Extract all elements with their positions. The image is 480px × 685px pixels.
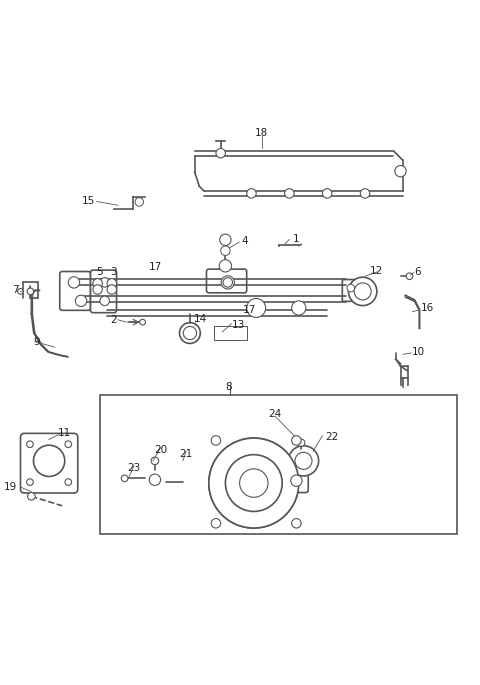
FancyBboxPatch shape bbox=[285, 469, 308, 493]
FancyBboxPatch shape bbox=[21, 434, 78, 493]
Circle shape bbox=[395, 166, 406, 177]
Circle shape bbox=[219, 260, 231, 272]
Circle shape bbox=[93, 279, 102, 288]
Circle shape bbox=[348, 277, 377, 306]
Circle shape bbox=[225, 454, 283, 512]
Text: 19: 19 bbox=[4, 482, 17, 492]
Circle shape bbox=[291, 475, 302, 486]
Text: 18: 18 bbox=[255, 128, 268, 138]
Circle shape bbox=[285, 188, 294, 198]
Circle shape bbox=[107, 279, 117, 288]
Text: 14: 14 bbox=[194, 314, 207, 324]
Text: 12: 12 bbox=[370, 266, 384, 275]
Text: 13: 13 bbox=[231, 319, 245, 329]
Text: 16: 16 bbox=[421, 303, 434, 314]
Circle shape bbox=[209, 438, 299, 528]
Circle shape bbox=[26, 441, 33, 447]
Circle shape bbox=[297, 439, 305, 447]
Circle shape bbox=[211, 519, 221, 528]
Text: 17: 17 bbox=[243, 306, 256, 315]
Circle shape bbox=[27, 288, 34, 295]
Circle shape bbox=[27, 493, 35, 500]
Circle shape bbox=[107, 285, 117, 295]
Circle shape bbox=[18, 288, 24, 295]
Circle shape bbox=[406, 273, 413, 279]
Circle shape bbox=[247, 188, 256, 198]
Circle shape bbox=[226, 455, 282, 512]
Circle shape bbox=[216, 149, 226, 158]
Circle shape bbox=[288, 446, 319, 476]
Circle shape bbox=[100, 296, 109, 306]
Circle shape bbox=[34, 445, 65, 477]
Text: 9: 9 bbox=[34, 338, 40, 347]
Circle shape bbox=[221, 246, 230, 256]
Circle shape bbox=[180, 323, 200, 343]
FancyBboxPatch shape bbox=[91, 270, 117, 312]
Circle shape bbox=[347, 284, 355, 292]
Circle shape bbox=[292, 436, 301, 445]
Circle shape bbox=[247, 299, 265, 317]
Circle shape bbox=[93, 285, 102, 295]
Bar bbox=[100, 395, 457, 534]
Circle shape bbox=[354, 283, 371, 300]
Text: 5: 5 bbox=[96, 266, 103, 277]
FancyBboxPatch shape bbox=[278, 473, 324, 485]
Text: 3: 3 bbox=[110, 266, 117, 277]
Text: 2: 2 bbox=[110, 315, 117, 325]
Circle shape bbox=[360, 188, 370, 198]
Circle shape bbox=[292, 301, 306, 315]
Circle shape bbox=[65, 441, 72, 447]
FancyBboxPatch shape bbox=[143, 468, 168, 497]
Text: 7: 7 bbox=[12, 286, 19, 295]
Text: 4: 4 bbox=[241, 236, 248, 246]
Circle shape bbox=[223, 277, 232, 287]
Circle shape bbox=[151, 457, 159, 464]
Text: 8: 8 bbox=[225, 382, 231, 393]
Text: 24: 24 bbox=[268, 410, 282, 419]
Circle shape bbox=[292, 519, 301, 528]
Circle shape bbox=[149, 474, 161, 486]
Circle shape bbox=[140, 319, 145, 325]
Circle shape bbox=[295, 452, 312, 469]
Text: 22: 22 bbox=[325, 432, 338, 442]
Text: 23: 23 bbox=[128, 463, 141, 473]
FancyBboxPatch shape bbox=[179, 476, 192, 488]
Text: 11: 11 bbox=[58, 428, 71, 438]
Circle shape bbox=[68, 277, 80, 288]
Text: 20: 20 bbox=[154, 445, 167, 456]
Text: 21: 21 bbox=[180, 449, 193, 459]
Circle shape bbox=[323, 188, 332, 198]
Circle shape bbox=[135, 198, 144, 206]
Circle shape bbox=[240, 469, 268, 497]
Circle shape bbox=[183, 327, 196, 340]
Circle shape bbox=[26, 479, 33, 486]
Circle shape bbox=[121, 475, 128, 482]
Circle shape bbox=[238, 467, 270, 499]
FancyBboxPatch shape bbox=[206, 269, 247, 292]
FancyBboxPatch shape bbox=[60, 271, 91, 310]
Bar bbox=[214, 326, 247, 340]
Circle shape bbox=[75, 295, 87, 306]
Text: 10: 10 bbox=[411, 347, 424, 357]
Circle shape bbox=[209, 438, 299, 528]
Text: 1: 1 bbox=[293, 234, 300, 245]
Circle shape bbox=[65, 479, 72, 486]
Text: 15: 15 bbox=[82, 195, 95, 206]
Text: 17: 17 bbox=[149, 262, 162, 272]
FancyBboxPatch shape bbox=[209, 431, 311, 533]
Circle shape bbox=[220, 234, 231, 245]
Text: 6: 6 bbox=[415, 266, 421, 277]
Circle shape bbox=[221, 276, 234, 289]
Circle shape bbox=[100, 277, 109, 287]
FancyBboxPatch shape bbox=[342, 279, 360, 301]
Circle shape bbox=[211, 436, 221, 445]
